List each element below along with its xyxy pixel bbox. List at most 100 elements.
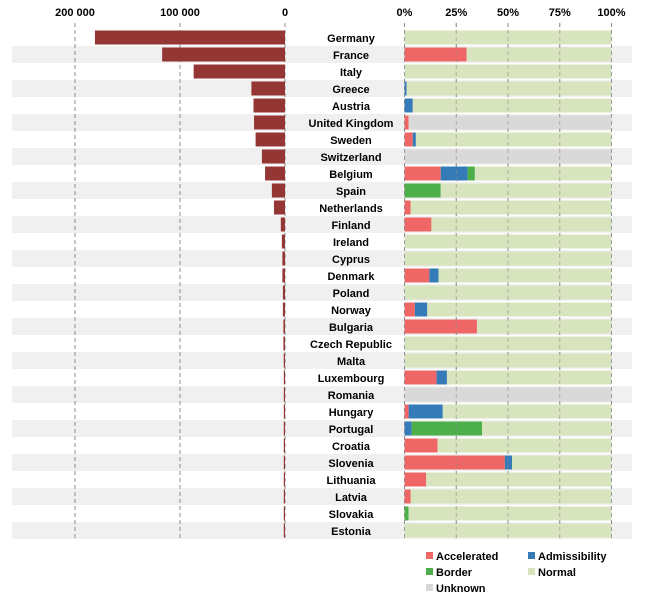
category-label: Latvia [335, 492, 368, 504]
stacked-segment-normal [410, 489, 612, 504]
category-label: Lithuania [327, 475, 377, 487]
left-bar [283, 370, 285, 385]
category-label: United Kingdom [309, 118, 394, 130]
left-bar [283, 506, 285, 521]
stacked-segment-border [411, 421, 483, 436]
legend-label-normal: Normal [538, 567, 576, 579]
left-bar [283, 404, 285, 419]
category-label: Luxembourg [318, 373, 385, 385]
category-label: Switzerland [320, 152, 381, 164]
legend-label-border: Border [436, 567, 473, 579]
category-label: Netherlands [319, 203, 383, 215]
stacked-segment-normal [415, 132, 612, 147]
stacked-segment-admissibility [408, 404, 443, 419]
right-axis-ticks: 0% 25% 50% 75% 100% [397, 7, 626, 19]
left-tick-label: 200 000 [55, 7, 95, 19]
legend-label-unknown: Unknown [436, 583, 486, 595]
left-bar [254, 115, 285, 130]
right-tick-label: 0% [397, 7, 413, 19]
category-label: Denmark [327, 271, 375, 283]
stacked-segment-admissibility [404, 81, 407, 96]
stacked-segment-accelerated [404, 200, 411, 215]
category-label: Estonia [331, 526, 372, 538]
stacked-segment-admissibility [414, 302, 428, 317]
left-bar [282, 302, 285, 317]
stacked-segment-normal [406, 81, 612, 96]
category-label: Cyprus [332, 254, 370, 266]
left-bar [261, 149, 285, 164]
left-bar [193, 64, 285, 79]
category-label: Bulgaria [329, 322, 374, 334]
left-bar [283, 472, 285, 487]
left-tick-label: 0 [282, 7, 288, 19]
legend-swatch-admissibility [528, 552, 535, 559]
left-bar [281, 234, 285, 249]
category-label: Spain [336, 186, 366, 198]
stacked-segment-accelerated [404, 166, 441, 181]
stacked-segment-accelerated [404, 115, 409, 130]
left-bar [280, 217, 285, 232]
stacked-segment-admissibility [429, 268, 439, 283]
stacked-segment-normal [431, 217, 612, 232]
stacked-segment-admissibility [412, 132, 416, 147]
stacked-segment-normal [438, 268, 612, 283]
left-bar [283, 438, 285, 453]
stacked-segment-normal [466, 47, 612, 62]
stacked-segment-admissibility [436, 370, 447, 385]
stacked-segment-normal [440, 183, 612, 198]
stacked-segment-accelerated [404, 217, 432, 232]
stacked-segment-accelerated [404, 47, 467, 62]
stacked-segment-accelerated [404, 455, 505, 470]
stacked-segment-accelerated [404, 370, 437, 385]
stacked-segment-normal [412, 98, 612, 113]
stacked-segment-accelerated [404, 472, 427, 487]
left-bar [283, 336, 285, 351]
left-bar [162, 47, 285, 62]
left-axis-ticks: 200 000 100 000 0 [55, 7, 288, 19]
stacked-segment-normal [512, 455, 612, 470]
left-tick-label: 100 000 [160, 7, 200, 19]
legend-label-admissibility: Admissibility [538, 551, 607, 563]
category-label: Malta [337, 356, 366, 368]
category-label: Greece [332, 84, 369, 96]
stacked-segment-normal [437, 438, 612, 453]
legend-label-accelerated: Accelerated [436, 551, 498, 563]
right-stacked-chart [404, 23, 612, 539]
right-tick-label: 50% [497, 7, 519, 19]
stacked-segment-unknown [408, 115, 612, 130]
left-bar [283, 523, 285, 538]
stacked-segment-admissibility [404, 421, 412, 436]
legend-swatch-normal [528, 568, 535, 575]
left-bar [283, 387, 285, 402]
stacked-segment-normal [410, 200, 612, 215]
category-label: Hungary [329, 407, 375, 419]
left-bar [283, 421, 285, 436]
category-label: Italy [340, 67, 363, 79]
category-label: Belgium [329, 169, 373, 181]
stacked-segment-normal [426, 472, 612, 487]
stacked-segment-border [467, 166, 475, 181]
category-label: Czech Republic [310, 339, 392, 351]
stacked-segment-accelerated [404, 438, 438, 453]
left-bar [255, 132, 285, 147]
stacked-segment-accelerated [404, 268, 430, 283]
left-bar [251, 81, 285, 96]
stacked-segment-accelerated [404, 302, 415, 317]
stacked-segment-admissibility [440, 166, 468, 181]
stacked-segment-accelerated [404, 319, 477, 334]
left-bar [283, 455, 285, 470]
category-label: Poland [333, 288, 370, 300]
stacked-segment-accelerated [404, 404, 409, 419]
category-label: Norway [331, 305, 372, 317]
left-bar [273, 200, 285, 215]
stacked-segment-border [404, 506, 409, 521]
left-bar [271, 183, 285, 198]
category-label: Croatia [332, 441, 371, 453]
right-tick-label: 25% [445, 7, 467, 19]
legend-swatch-unknown [426, 584, 433, 591]
stacked-segment-accelerated [404, 132, 413, 147]
category-label: Slovakia [329, 509, 375, 521]
stacked-segment-accelerated [404, 489, 411, 504]
left-bar [94, 30, 285, 45]
